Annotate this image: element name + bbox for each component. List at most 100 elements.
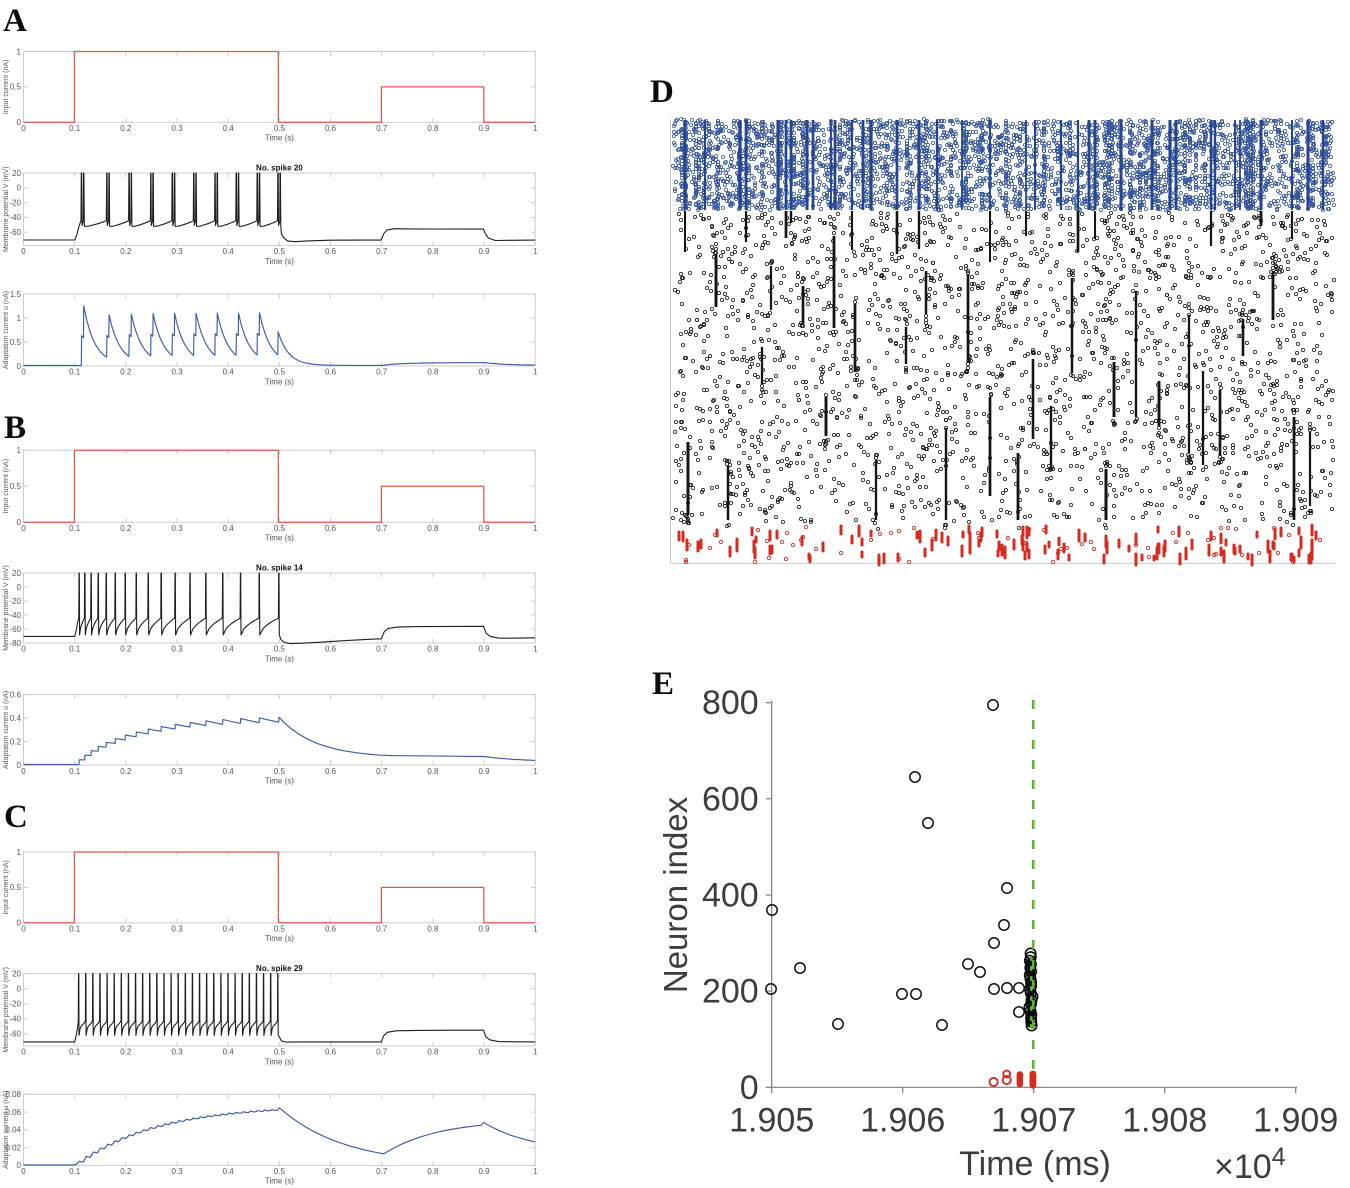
svg-text:0.4: 0.4 [223, 925, 235, 934]
svg-text:0.1: 0.1 [69, 645, 81, 654]
svg-text:A: A [3, 3, 27, 39]
svg-text:Adaptation current u (nA): Adaptation current u (nA) [3, 291, 10, 369]
svg-text:0: 0 [17, 362, 22, 371]
svg-text:0.2: 0.2 [120, 1048, 132, 1057]
svg-text:0.8: 0.8 [427, 767, 439, 776]
svg-text:0.2: 0.2 [120, 767, 132, 776]
svg-text:No. spike 14: No. spike 14 [256, 563, 303, 572]
svg-text:0.4: 0.4 [223, 1048, 235, 1057]
svg-text:0.5: 0.5 [274, 124, 286, 133]
svg-text:0.7: 0.7 [376, 124, 388, 133]
svg-text:0.8: 0.8 [427, 1167, 439, 1176]
svg-text:No. spike 29: No. spike 29 [256, 964, 303, 973]
svg-text:0.3: 0.3 [171, 524, 183, 533]
svg-text:0.4: 0.4 [10, 714, 22, 723]
svg-text:Membrane potential V (mV): Membrane potential V (mV) [3, 565, 10, 651]
svg-text:0.4: 0.4 [223, 1167, 235, 1176]
svg-text:0.8: 0.8 [427, 1048, 439, 1057]
svg-text:0.3: 0.3 [171, 645, 183, 654]
svg-text:0.6: 0.6 [325, 645, 337, 654]
svg-text:B: B [4, 410, 26, 446]
svg-text:0.6: 0.6 [325, 524, 337, 533]
svg-text:E: E [652, 666, 674, 702]
svg-text:Membrane potential V (mV): Membrane potential V (mV) [3, 166, 10, 252]
svg-text:1: 1 [17, 848, 22, 857]
svg-text:0.7: 0.7 [376, 247, 388, 256]
svg-text:0.2: 0.2 [10, 737, 22, 746]
svg-text:0.5: 0.5 [274, 1048, 286, 1057]
svg-text:-80: -80 [9, 639, 21, 648]
svg-text:1: 1 [17, 47, 22, 56]
svg-text:0.5: 0.5 [10, 883, 22, 892]
svg-text:0.6: 0.6 [10, 690, 22, 699]
svg-text:0.3: 0.3 [171, 368, 183, 377]
svg-text:Input current (nA): Input current (nA) [3, 459, 10, 513]
svg-text:0: 0 [17, 583, 22, 592]
svg-text:1: 1 [533, 1048, 538, 1057]
svg-text:0.4: 0.4 [223, 524, 235, 533]
svg-text:C: C [4, 799, 28, 835]
svg-text:0.7: 0.7 [376, 1167, 388, 1176]
svg-text:1: 1 [533, 767, 538, 776]
svg-text:0.2: 0.2 [120, 925, 132, 934]
svg-text:0.7: 0.7 [376, 1048, 388, 1057]
svg-text:Input current (nA): Input current (nA) [3, 60, 10, 114]
svg-text:0: 0 [17, 118, 22, 127]
svg-text:Time (s): Time (s) [265, 377, 294, 386]
svg-text:0.5: 0.5 [274, 925, 286, 934]
svg-text:0: 0 [17, 1161, 22, 1170]
svg-text:0.6: 0.6 [325, 368, 337, 377]
svg-text:0.3: 0.3 [171, 767, 183, 776]
svg-text:0.04: 0.04 [5, 1126, 21, 1135]
svg-text:-60: -60 [9, 625, 21, 634]
svg-text:0.5: 0.5 [274, 368, 286, 377]
svg-text:1: 1 [533, 1167, 538, 1176]
svg-text:0: 0 [17, 518, 22, 527]
svg-text:1: 1 [533, 524, 538, 533]
svg-text:0: 0 [21, 124, 26, 133]
svg-text:0.1: 0.1 [69, 1167, 81, 1176]
svg-text:-60: -60 [9, 1030, 21, 1039]
svg-text:20: 20 [12, 569, 21, 578]
svg-text:0.9: 0.9 [478, 247, 490, 256]
svg-text:0.5: 0.5 [274, 247, 286, 256]
svg-text:0.2: 0.2 [120, 368, 132, 377]
svg-text:0.6: 0.6 [325, 767, 337, 776]
svg-text:0.2: 0.2 [120, 247, 132, 256]
svg-text:1: 1 [17, 314, 22, 323]
svg-text:0.1: 0.1 [69, 925, 81, 934]
svg-text:1: 1 [533, 925, 538, 934]
svg-text:0.8: 0.8 [427, 247, 439, 256]
svg-text:0.9: 0.9 [478, 645, 490, 654]
svg-text:0.9: 0.9 [478, 124, 490, 133]
svg-text:0.2: 0.2 [120, 124, 132, 133]
svg-text:0.1: 0.1 [69, 368, 81, 377]
svg-text:0.9: 0.9 [478, 524, 490, 533]
svg-text:0.9: 0.9 [478, 1048, 490, 1057]
svg-text:Time (s): Time (s) [265, 654, 294, 663]
svg-text:0.8: 0.8 [427, 368, 439, 377]
svg-text:0.2: 0.2 [120, 645, 132, 654]
svg-text:0.3: 0.3 [171, 1167, 183, 1176]
svg-text:0.8: 0.8 [427, 925, 439, 934]
svg-text:0.4: 0.4 [223, 247, 235, 256]
svg-text:Time (s): Time (s) [265, 934, 294, 943]
svg-text:Time (s): Time (s) [265, 534, 294, 543]
svg-text:0: 0 [21, 645, 26, 654]
svg-text:0.9: 0.9 [478, 925, 490, 934]
svg-text:0.9: 0.9 [478, 767, 490, 776]
svg-text:-40: -40 [9, 1015, 21, 1024]
svg-text:0.1: 0.1 [69, 124, 81, 133]
svg-text:0: 0 [17, 761, 22, 770]
svg-text:0.8: 0.8 [427, 645, 439, 654]
svg-text:0: 0 [21, 925, 26, 934]
svg-text:1: 1 [17, 446, 22, 455]
svg-text:0.7: 0.7 [376, 645, 388, 654]
svg-text:0.7: 0.7 [376, 767, 388, 776]
svg-text:0.3: 0.3 [171, 124, 183, 133]
svg-text:Membrane potential V (mV): Membrane potential V (mV) [3, 967, 10, 1053]
svg-text:-60: -60 [9, 228, 21, 237]
svg-text:0.7: 0.7 [376, 524, 388, 533]
svg-text:0: 0 [17, 184, 22, 193]
svg-text:-20: -20 [9, 198, 21, 207]
